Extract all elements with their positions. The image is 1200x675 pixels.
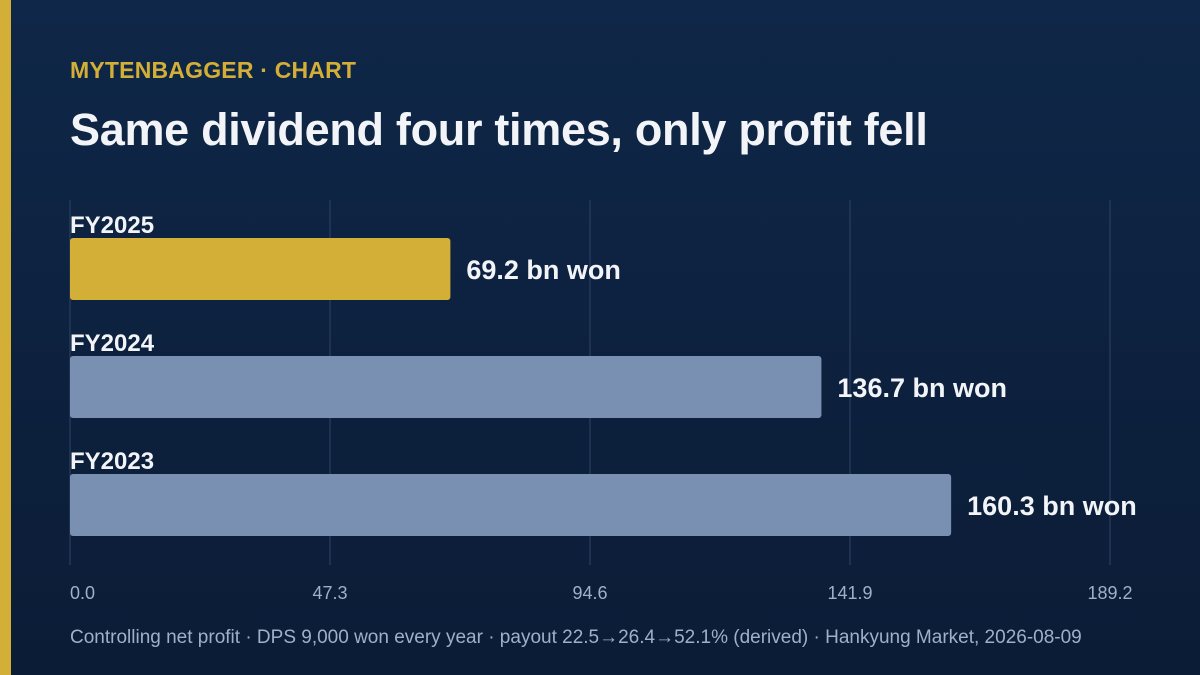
chart-title: Same dividend four times, only profit fe… <box>70 104 928 155</box>
x-tick-label: 141.9 <box>827 583 872 603</box>
value-label: 69.2 bn won <box>466 255 621 285</box>
bar <box>70 474 952 536</box>
value-label: 136.7 bn won <box>837 373 1007 403</box>
x-tick-label: 0.0 <box>70 583 95 603</box>
bar <box>70 238 451 300</box>
x-tick-label: 47.3 <box>312 583 347 603</box>
value-label: 160.3 bn won <box>967 491 1137 521</box>
category-label: FY2025 <box>70 212 154 239</box>
kicker-label: MYTENBAGGER · CHART <box>70 57 357 83</box>
category-label: FY2024 <box>70 330 155 357</box>
bar <box>70 356 822 418</box>
x-tick-label: 189.2 <box>1087 583 1132 603</box>
source-footnote: Controlling net profit · DPS 9,000 won e… <box>70 627 1082 648</box>
category-label: FY2023 <box>70 448 154 475</box>
x-tick-label: 94.6 <box>572 583 607 603</box>
accent-bar <box>0 0 11 675</box>
